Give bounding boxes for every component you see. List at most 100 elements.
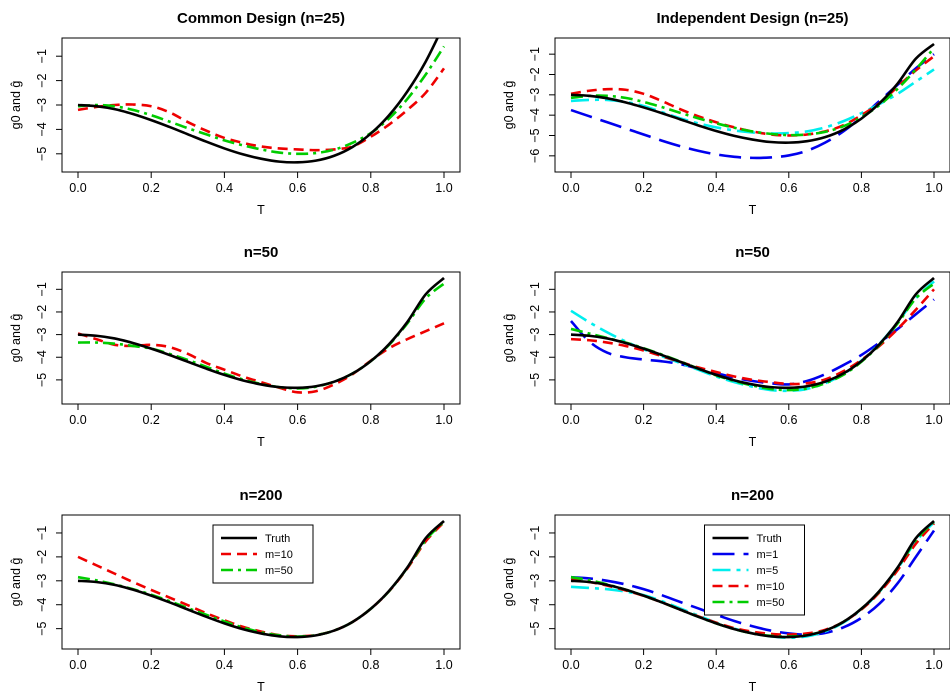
series-line-truth: [570, 520, 935, 639]
series-group: [77, 520, 445, 639]
panel-title: n=50: [735, 244, 770, 261]
y-axis-label: g0 and ĝ: [9, 314, 23, 363]
plot-frame: [61, 514, 461, 650]
y-tick-label: −2: [528, 550, 542, 564]
y-tick-label: −5: [35, 621, 49, 635]
x-tick-label: 0.8: [853, 181, 870, 195]
y-tick-label: −5: [35, 373, 49, 387]
panel-title: n=50: [244, 244, 279, 261]
legend-label: Truth: [265, 533, 290, 545]
x-tick-label: 0.2: [635, 413, 652, 427]
x-tick-label: 0.2: [143, 181, 160, 195]
y-tick-label: −5: [528, 621, 542, 635]
x-tick-label: 1.0: [925, 413, 942, 427]
y-tick-label: −1: [528, 282, 542, 296]
x-tick-label: 0.6: [289, 181, 306, 195]
y-tick-label: −2: [528, 305, 542, 319]
legend: Truth m=10 m=50: [212, 524, 314, 584]
y-tick-label: −4: [528, 350, 542, 364]
y-tick-label: −1: [528, 526, 542, 540]
y-tick-label: −3: [528, 88, 542, 102]
x-tick-label: 1.0: [925, 181, 942, 195]
panel-title: n=200: [240, 487, 283, 504]
x-tick-label: 0.2: [635, 181, 652, 195]
series-group: [570, 277, 935, 393]
series-line-m-10: [570, 288, 935, 386]
y-tick-label: −6: [528, 149, 542, 163]
series-line-m-10: [77, 521, 445, 638]
x-axis-label: T: [257, 435, 265, 449]
x-tick-label: 0.6: [289, 658, 306, 672]
legend-label: m=50: [265, 565, 293, 577]
x-tick-label: 0.6: [289, 413, 306, 427]
y-tick-label: −3: [35, 98, 49, 112]
series-group: [570, 42, 935, 160]
x-tick-label: 0.6: [780, 413, 797, 427]
plot-frame: [61, 37, 461, 173]
x-tick-label: 0.0: [562, 181, 579, 195]
legend-label: m=10: [265, 549, 293, 561]
x-tick-label: 0.0: [562, 658, 579, 672]
series-line-truth: [570, 277, 935, 390]
x-tick-label: 0.0: [69, 413, 86, 427]
y-tick-label: −5: [528, 373, 542, 387]
x-tick-label: 0.4: [708, 658, 725, 672]
y-tick-label: −4: [35, 598, 49, 612]
y-tick-label: −2: [35, 550, 49, 564]
y-tick-label: −4: [35, 350, 49, 364]
series-line-m-50: [570, 282, 935, 392]
x-tick-label: 0.2: [635, 658, 652, 672]
series-line-m-10: [570, 55, 935, 137]
series-group: [570, 520, 936, 640]
y-tick-label: −4: [528, 108, 542, 122]
y-tick-label: −3: [35, 327, 49, 341]
panel-title: n=200: [731, 487, 774, 504]
x-axis-label: T: [749, 680, 757, 693]
x-tick-label: 0.2: [143, 658, 160, 672]
x-tick-label: 1.0: [435, 658, 452, 672]
series-line-truth: [77, 277, 445, 390]
panel-title: Common Design (n=25): [177, 10, 345, 27]
x-tick-label: 0.0: [69, 658, 86, 672]
y-tick-label: −2: [35, 305, 49, 319]
series-line-m-1: [570, 298, 935, 386]
x-tick-label: 0.8: [853, 413, 870, 427]
series-line-truth: [77, 520, 445, 639]
x-tick-label: 0.4: [708, 181, 725, 195]
y-axis-label: g0 and ĝ: [502, 314, 516, 363]
legend: Truth m=1 m=5 m=10 m=50: [704, 524, 805, 616]
y-tick-label: −1: [528, 47, 542, 61]
y-tick-label: −2: [35, 73, 49, 87]
y-tick-label: −2: [528, 67, 542, 81]
x-axis-label: T: [257, 203, 265, 217]
x-tick-label: 0.8: [853, 658, 870, 672]
legend-label: m=5: [757, 565, 779, 577]
x-tick-label: 0.8: [362, 413, 379, 427]
series-group: [77, 38, 446, 164]
series-group: [77, 277, 445, 394]
series-line-m-50: [570, 47, 935, 137]
series-line-truth: [570, 42, 935, 144]
y-tick-label: −3: [35, 574, 49, 588]
x-axis-label: T: [749, 203, 757, 217]
y-tick-label: −4: [528, 598, 542, 612]
series-line-m-1: [570, 529, 936, 636]
panel-5: n=200 0.0 0.2 0.4 0.6 0.8 1.0 −5 −4 −3 −2 −1 Tg0 and…: [9, 487, 461, 693]
y-tick-label: −1: [35, 49, 49, 63]
x-tick-label: 0.0: [69, 181, 86, 195]
y-tick-label: −4: [35, 122, 49, 136]
x-tick-label: 0.4: [216, 413, 233, 427]
y-tick-label: −1: [35, 526, 49, 540]
series-line-m-50: [77, 282, 445, 390]
plot-frame: [554, 271, 950, 405]
x-tick-label: 0.4: [216, 658, 233, 672]
plot-frame: [554, 514, 950, 650]
x-tick-label: 0.8: [362, 658, 379, 672]
panel-3: n=50 0.0 0.2 0.4 0.6 0.8 1.0 −5 −4 −3 −2 −1 Tg0 and …: [9, 244, 461, 449]
y-tick-label: −1: [35, 282, 49, 296]
x-tick-label: 0.6: [780, 181, 797, 195]
y-tick-label: −3: [528, 327, 542, 341]
x-tick-label: 0.6: [780, 658, 797, 672]
x-tick-label: 1.0: [435, 181, 452, 195]
